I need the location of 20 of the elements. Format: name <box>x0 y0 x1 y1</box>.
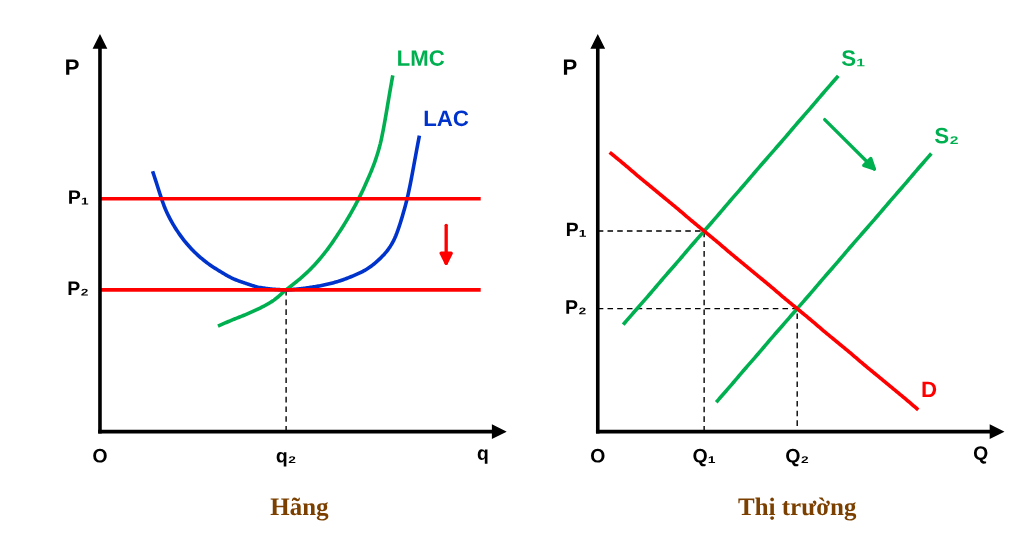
x-tick-label: Q₁ <box>693 448 716 467</box>
ref-line-label: P₂ <box>68 281 88 296</box>
x-axis-title: q <box>477 449 488 464</box>
series-label: LAC <box>424 110 469 127</box>
y-axis-title: P <box>563 59 577 75</box>
x-tick-label: q₂ <box>276 451 296 467</box>
series-label: S₂ <box>934 127 958 144</box>
ref-line-label: P₁ <box>69 190 89 205</box>
y-axis-title: P <box>66 59 79 75</box>
x-tick-label: Q₂ <box>786 448 809 467</box>
x-tick-label: O <box>591 448 605 463</box>
series-label: LMC <box>398 50 445 66</box>
x-axis-title: Q <box>973 446 988 464</box>
text: Hãng <box>270 497 329 521</box>
annotation: P₁ <box>566 222 586 237</box>
x-tick-label: O <box>93 448 107 463</box>
text: Thị trường <box>738 497 857 521</box>
annotation: P₂ <box>566 300 586 315</box>
series-label: D <box>922 381 937 398</box>
series-label: S₁ <box>841 50 865 67</box>
